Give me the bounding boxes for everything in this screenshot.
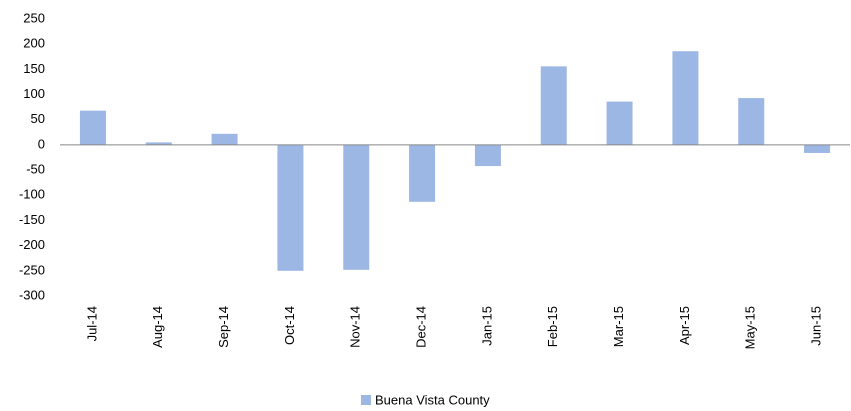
y-tick-label: -200 [19,237,45,252]
y-tick-label: -100 [19,187,45,202]
bar [343,144,370,270]
y-tick-label: -150 [19,212,45,227]
bar [738,98,765,145]
x-tick-label: Oct-14 [282,306,297,345]
bar [606,101,633,145]
x-tick-label: Mar-15 [611,306,626,347]
y-tick-label: 250 [23,10,45,25]
bar [277,144,304,271]
legend-label: Buena Vista County [375,392,490,407]
x-tick-label: Dec-14 [414,306,429,348]
x-tick-label: May-15 [743,306,758,349]
y-tick-label: 200 [23,36,45,51]
bar [145,142,172,145]
y-tick-label: -50 [26,162,45,177]
bar [409,144,436,202]
x-tick-label: Nov-14 [348,306,363,348]
bar [79,110,106,145]
legend-swatch [361,395,371,405]
x-tick-label: Aug-14 [150,306,165,348]
y-tick-label: 100 [23,86,45,101]
y-tick-label: -300 [19,287,45,302]
x-tick-label: Jun-15 [809,306,824,346]
y-tick-label: 150 [23,61,45,76]
bar [804,144,831,153]
bar [474,144,501,167]
y-tick-label: 0 [38,136,45,151]
bar [211,133,238,145]
x-tick-label: Apr-15 [677,306,692,345]
y-tick-label: -250 [19,262,45,277]
bar [540,66,567,145]
x-tick-label: Jan-15 [479,306,494,346]
x-tick-label: Jul-14 [84,306,99,341]
y-tick-label: 50 [31,111,45,126]
bar [672,51,699,145]
x-tick-label: Sep-14 [216,306,231,348]
x-tick-label: Feb-15 [545,306,560,347]
